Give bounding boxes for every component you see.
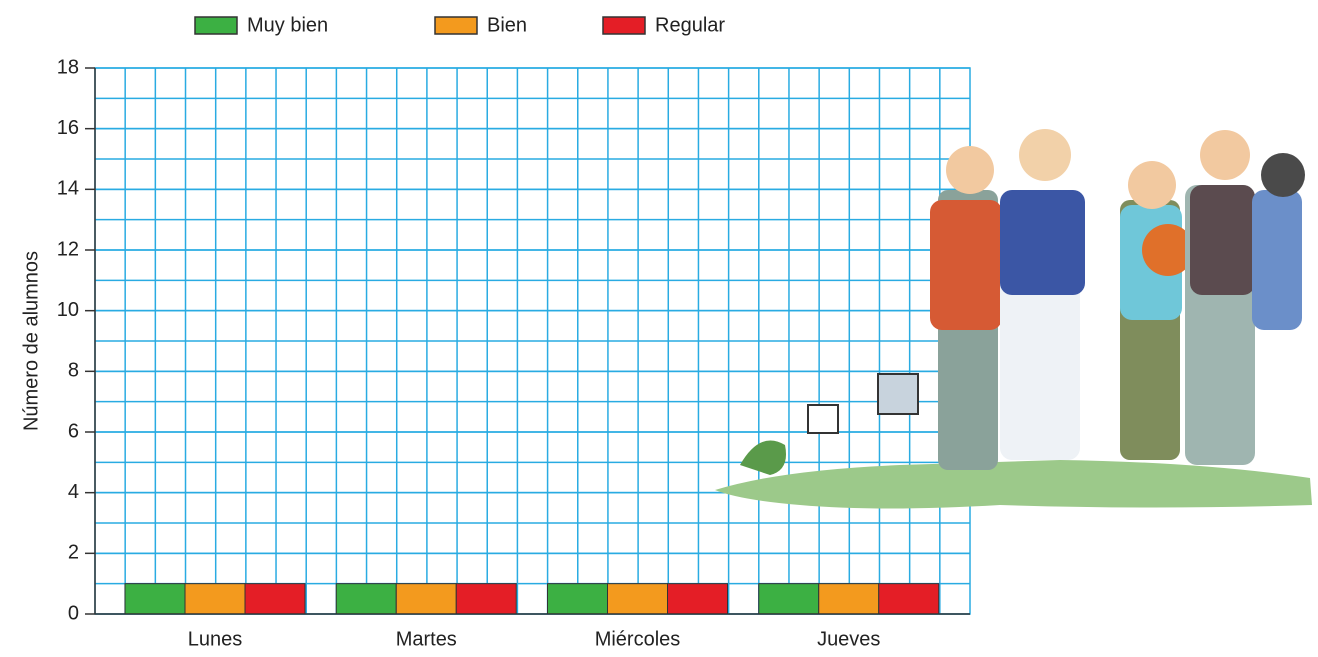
legend-swatch bbox=[194, 16, 238, 35]
y-tick-label: 10 bbox=[57, 299, 79, 321]
bar bbox=[758, 583, 820, 615]
y-tick-label: 6 bbox=[68, 420, 79, 442]
sign bbox=[807, 404, 839, 434]
sign bbox=[877, 373, 919, 415]
person bbox=[1128, 161, 1176, 209]
ball bbox=[1142, 224, 1194, 276]
bar bbox=[124, 583, 186, 615]
person bbox=[1261, 153, 1305, 197]
y-tick-label: 4 bbox=[68, 481, 79, 503]
bar bbox=[818, 583, 880, 615]
y-tick-label: 8 bbox=[68, 360, 79, 382]
person bbox=[930, 200, 1002, 330]
ground bbox=[715, 460, 1312, 509]
bar bbox=[395, 583, 457, 615]
y-axis-label: Número de alumnos bbox=[20, 251, 42, 431]
bar bbox=[335, 583, 397, 615]
person bbox=[1019, 129, 1071, 181]
y-tick-label: 18 bbox=[57, 56, 79, 78]
legend-label: Bien bbox=[487, 14, 527, 36]
person bbox=[1200, 130, 1250, 180]
person bbox=[1252, 190, 1302, 330]
person bbox=[946, 146, 994, 194]
bar bbox=[184, 583, 246, 615]
bar bbox=[244, 583, 306, 615]
bar bbox=[607, 583, 668, 615]
y-tick-label: 16 bbox=[57, 117, 79, 139]
person bbox=[1190, 185, 1255, 295]
legend-swatch bbox=[602, 16, 646, 35]
y-tick-label: 2 bbox=[68, 542, 79, 564]
x-tick-label: Miércoles bbox=[595, 628, 681, 650]
bar bbox=[878, 583, 940, 615]
x-tick-label: Lunes bbox=[188, 628, 243, 650]
bar bbox=[455, 583, 517, 615]
person bbox=[1000, 190, 1085, 295]
legend-label: Regular bbox=[655, 14, 725, 36]
y-tick-label: 14 bbox=[57, 178, 79, 200]
legend-swatch bbox=[434, 16, 478, 35]
x-tick-label: Martes bbox=[396, 628, 457, 650]
y-tick-label: 0 bbox=[68, 602, 79, 624]
bush bbox=[740, 440, 786, 475]
legend-label: Muy bien bbox=[247, 14, 328, 36]
bar bbox=[667, 583, 728, 615]
y-tick-label: 12 bbox=[57, 238, 79, 260]
x-tick-label: Jueves bbox=[817, 628, 880, 650]
illustration bbox=[715, 129, 1312, 509]
bar bbox=[547, 583, 608, 615]
